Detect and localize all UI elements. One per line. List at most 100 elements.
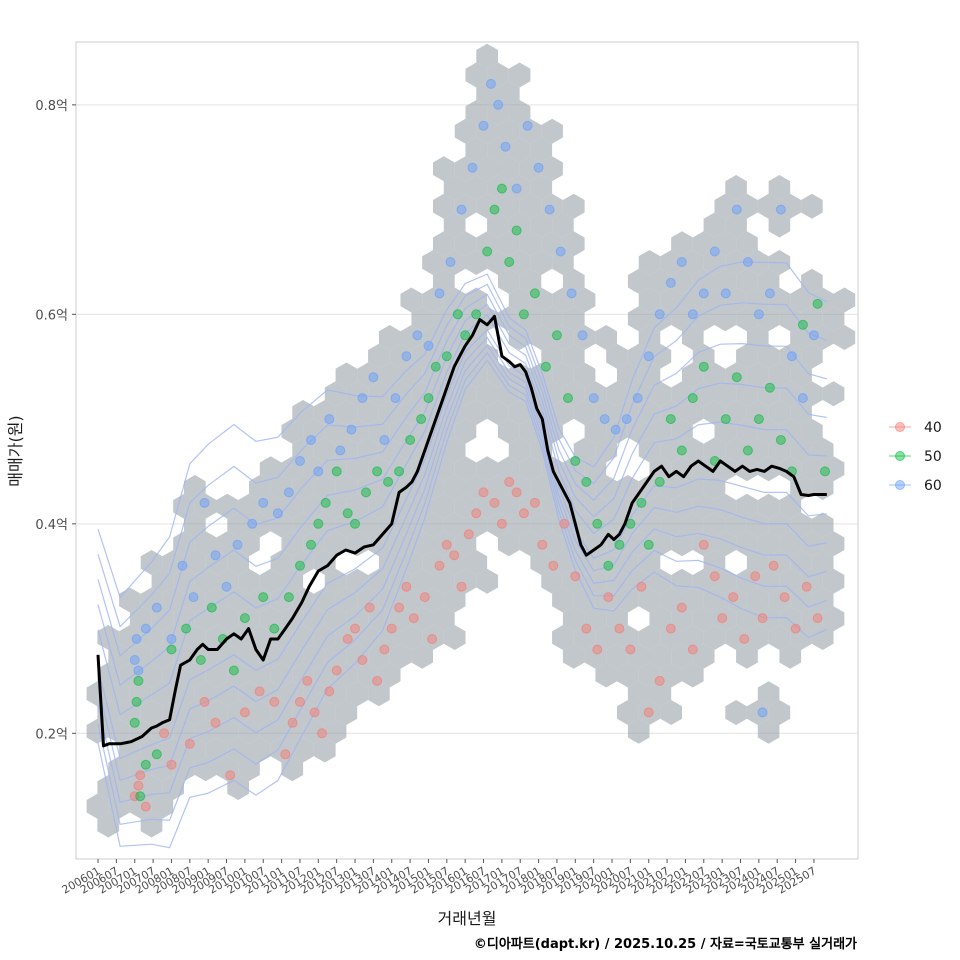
point-series-50 <box>731 372 742 383</box>
hexbin-cell <box>746 625 769 650</box>
y-tick-label: 0.2억 <box>35 727 68 742</box>
hexbin-cell <box>692 268 715 294</box>
hexbin-cell <box>194 493 217 519</box>
hexbin-cell <box>292 625 314 650</box>
hexbin-cell <box>757 268 780 294</box>
hexbin-cell <box>433 306 455 332</box>
hexbin-cell <box>660 437 682 463</box>
hexbin-cell <box>313 737 336 763</box>
point-series-40 <box>357 655 368 665</box>
hexbin-cell <box>541 156 563 182</box>
hexbin-cell <box>422 512 444 538</box>
hexbin-cell <box>422 287 444 313</box>
point-series-50 <box>283 592 294 603</box>
hexbin-cell <box>671 606 693 632</box>
hexbin-cell <box>140 587 163 613</box>
hexbin-cell <box>790 362 812 388</box>
point-series-50 <box>581 476 592 487</box>
hexbin-cell <box>530 175 553 200</box>
point-series-50 <box>166 644 177 655</box>
hexbin-cell <box>368 681 390 707</box>
hexbin-cell <box>346 643 369 669</box>
hexbin-cell <box>638 362 661 388</box>
point-series-60 <box>643 351 654 362</box>
hexbin-cell <box>801 343 823 369</box>
hexbin-cell <box>584 606 607 632</box>
point-series-60 <box>177 560 188 571</box>
hexbin-cell <box>671 643 693 669</box>
point-series-60 <box>390 393 401 404</box>
hexbin-cell <box>433 268 455 294</box>
hexbin-cell <box>324 531 347 557</box>
point-series-50 <box>269 623 280 634</box>
point-series-60 <box>247 518 258 529</box>
hexbin-cell <box>725 512 747 538</box>
hexbin-cell <box>238 718 260 744</box>
hexbin-cell <box>270 662 293 688</box>
point-series-40 <box>511 487 522 498</box>
hexbin-cell <box>660 250 682 275</box>
hexbin-cell <box>465 475 488 500</box>
hexbin-cell <box>508 62 531 88</box>
hexbin-cell <box>617 662 639 688</box>
hexbin-cell <box>476 231 498 257</box>
hexbin-cell <box>682 250 704 275</box>
hexbin-cell <box>108 793 130 819</box>
hexbin-cell <box>443 437 466 463</box>
hexbin-cell <box>389 456 412 482</box>
hexbin-cell <box>151 793 174 819</box>
hexbin-cell <box>682 400 704 425</box>
hexbin-cell <box>400 287 423 313</box>
point-series-60 <box>588 393 599 404</box>
point-series-40 <box>665 623 676 634</box>
hexbin-cell <box>368 531 390 557</box>
hexbin-cell <box>378 550 401 575</box>
hexbin-cell <box>671 268 693 294</box>
hexbin-cell <box>281 418 304 444</box>
hexbin-cell <box>378 437 401 463</box>
point-series-60 <box>632 393 643 404</box>
hexbin-cell <box>692 606 715 632</box>
point-series-60 <box>511 183 522 194</box>
hexbin-cell <box>357 512 379 538</box>
hexbin-cell <box>746 325 769 350</box>
hexbin-cell <box>552 362 574 388</box>
hexbin-cell <box>357 662 379 688</box>
hexbin-cell <box>519 231 542 257</box>
point-series-40 <box>471 508 482 519</box>
point-series-50 <box>592 518 603 529</box>
hexbin-cell <box>281 643 304 669</box>
hexbin-cell <box>671 231 693 257</box>
hexbin-cell <box>508 512 531 538</box>
point-series-60 <box>313 466 324 477</box>
hexbin-cell <box>454 531 477 557</box>
hexbin-cell <box>173 643 195 669</box>
point-series-40 <box>364 602 375 613</box>
point-series-60 <box>401 351 412 362</box>
hexbin-cell <box>757 568 780 594</box>
hexbin-cell <box>508 137 531 163</box>
hexbin-cell <box>454 156 477 182</box>
hexbin-cell <box>487 62 509 88</box>
hexbin-cell <box>822 306 845 332</box>
point-series-50 <box>295 560 305 571</box>
point-series-60 <box>295 456 305 466</box>
hexbin-cell <box>768 437 791 463</box>
point-series-60 <box>500 141 511 152</box>
hexbin-cell <box>595 325 617 350</box>
hexbin-cell <box>703 475 726 500</box>
hexbin-cell <box>205 700 228 725</box>
point-series-40 <box>676 602 687 613</box>
point-series-60 <box>610 424 621 435</box>
hexbin-cell <box>660 700 682 725</box>
hexbin-cell <box>498 81 520 107</box>
hexbin-cell <box>757 606 780 632</box>
hexbin-cell <box>259 718 282 744</box>
hexbin-cell <box>227 512 249 538</box>
point-series-40 <box>581 623 592 634</box>
hexbin-cell <box>443 475 466 500</box>
point-series-40 <box>379 644 390 655</box>
point-series-60 <box>133 665 144 676</box>
point-series-50 <box>258 592 269 603</box>
hexbin-cell <box>779 643 802 669</box>
